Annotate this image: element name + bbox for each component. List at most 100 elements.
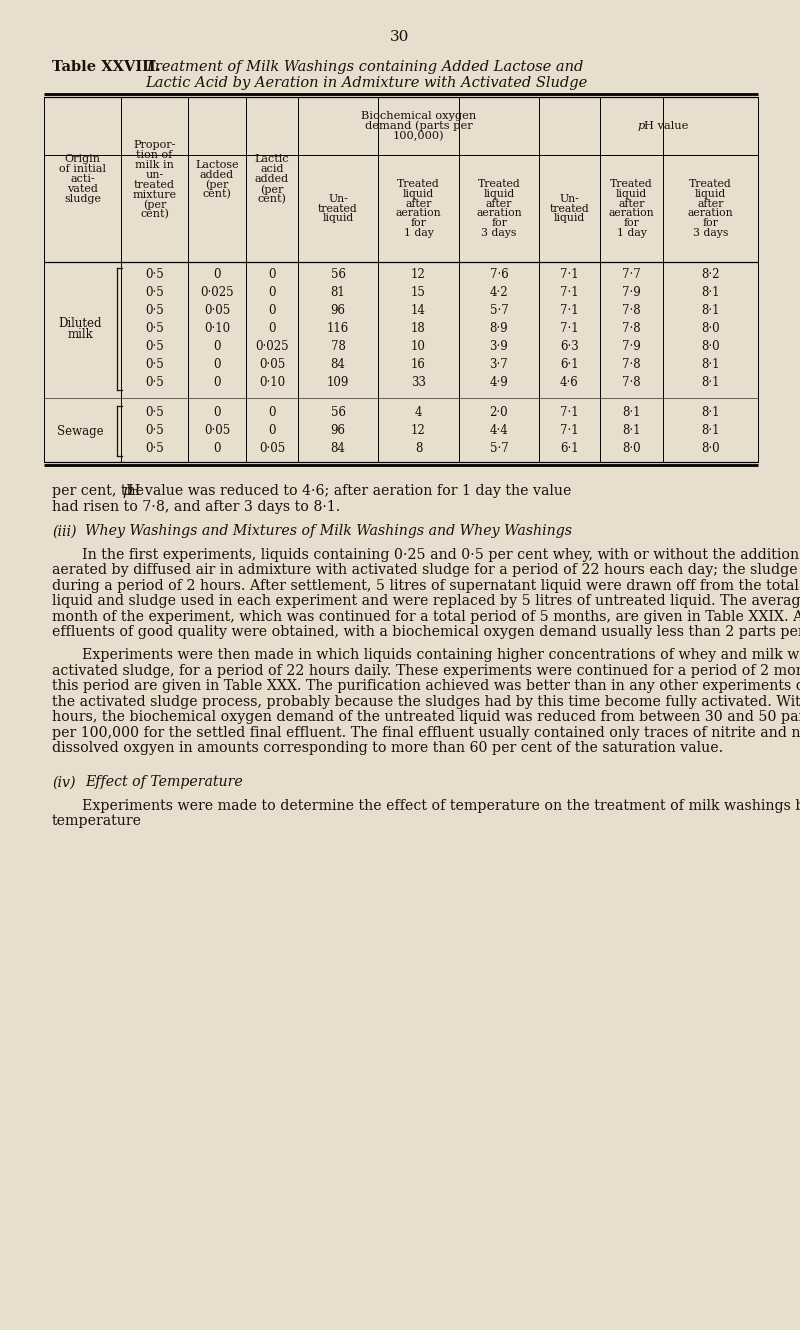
Text: 1 day: 1 day (403, 227, 434, 238)
Text: un-: un- (146, 169, 164, 180)
Text: had risen to 7·8, and after 3 days to 8·1.: had risen to 7·8, and after 3 days to 8·… (52, 500, 340, 513)
Text: 30: 30 (390, 31, 410, 44)
Text: 0·5: 0·5 (145, 305, 164, 318)
Text: vated: vated (67, 185, 98, 194)
Text: Lactose: Lactose (195, 160, 239, 169)
Text: 78: 78 (330, 340, 346, 354)
Text: 8·0: 8·0 (701, 322, 720, 335)
Text: Experiments were made to determine the effect of temperature on the treatment of: Experiments were made to determine the e… (82, 798, 800, 813)
Text: 81: 81 (330, 286, 346, 299)
Text: treated: treated (550, 203, 590, 214)
Text: 15: 15 (411, 286, 426, 299)
Text: 7·1: 7·1 (560, 269, 579, 282)
Text: 0·5: 0·5 (145, 269, 164, 282)
Text: 0·10: 0·10 (259, 376, 285, 390)
Text: 7·9: 7·9 (622, 340, 641, 354)
Text: cent): cent) (258, 194, 286, 205)
Text: added: added (200, 169, 234, 180)
Text: 3 days: 3 days (693, 227, 728, 238)
Text: 6·3: 6·3 (560, 340, 579, 354)
Text: aeration: aeration (688, 209, 734, 218)
Text: Treatment of Milk Washings containing Added Lactose and: Treatment of Milk Washings containing Ad… (145, 60, 583, 74)
Text: 7·6: 7·6 (490, 269, 508, 282)
Text: milk in: milk in (135, 160, 174, 169)
Text: 8·1: 8·1 (622, 424, 641, 438)
Text: Experiments were then made in which liquids containing higher concentrations of : Experiments were then made in which liqu… (82, 648, 800, 662)
Text: 0: 0 (268, 269, 276, 282)
Text: for: for (410, 218, 426, 229)
Text: 4: 4 (414, 407, 422, 419)
Text: sludge: sludge (64, 194, 101, 205)
Text: liquid: liquid (483, 189, 514, 200)
Text: 0·5: 0·5 (145, 443, 164, 455)
Text: liquid: liquid (403, 189, 434, 200)
Text: (iv): (iv) (52, 775, 75, 790)
Text: per 100,000 for the settled final effluent. The final effluent usually contained: per 100,000 for the settled final efflue… (52, 726, 800, 739)
Text: 0: 0 (214, 359, 221, 371)
Text: 56: 56 (330, 269, 346, 282)
Text: 5·7: 5·7 (490, 443, 508, 455)
Text: 3·9: 3·9 (490, 340, 508, 354)
Text: Biochemical oxygen: Biochemical oxygen (361, 110, 476, 121)
Text: 16: 16 (411, 359, 426, 371)
Text: (per: (per (260, 185, 284, 194)
Text: 0: 0 (268, 424, 276, 438)
Text: 7·8: 7·8 (622, 305, 641, 318)
Text: 0·05: 0·05 (204, 305, 230, 318)
Text: 8·1: 8·1 (622, 407, 641, 419)
Text: 0·5: 0·5 (145, 359, 164, 371)
Text: 0·5: 0·5 (145, 376, 164, 390)
Text: aeration: aeration (476, 209, 522, 218)
Text: after: after (486, 198, 512, 209)
Text: liquid: liquid (322, 213, 354, 223)
Text: 7·1: 7·1 (560, 322, 579, 335)
Text: Un-: Un- (328, 194, 348, 203)
Text: of initial: of initial (59, 165, 106, 174)
Text: milk: milk (68, 329, 94, 340)
Text: Origin: Origin (65, 154, 101, 165)
Text: Diluted: Diluted (58, 317, 102, 330)
Text: Treated: Treated (689, 180, 732, 189)
Text: 8·1: 8·1 (702, 286, 720, 299)
Text: 0: 0 (214, 340, 221, 354)
Text: acti-: acti- (70, 174, 95, 185)
Text: cent): cent) (140, 209, 169, 219)
Text: 0: 0 (268, 407, 276, 419)
Text: 0: 0 (214, 376, 221, 390)
Text: liquid and sludge used in each experiment and were replaced by 5 litres of untre: liquid and sludge used in each experimen… (52, 595, 800, 608)
Text: treated: treated (134, 180, 175, 189)
Text: dissolved oxgyen in amounts corresponding to more than 60 per cent of the satura: dissolved oxgyen in amounts correspondin… (52, 741, 723, 755)
Text: 0·05: 0·05 (204, 424, 230, 438)
Text: 8·0: 8·0 (701, 340, 720, 354)
Text: after: after (698, 198, 724, 209)
Text: 0: 0 (214, 443, 221, 455)
Text: 8·1: 8·1 (702, 424, 720, 438)
Text: temperature: temperature (52, 814, 142, 829)
Text: 0: 0 (214, 407, 221, 419)
Text: Treated: Treated (610, 180, 653, 189)
Text: Whey Washings and Mixtures of Milk Washings and Whey Washings: Whey Washings and Mixtures of Milk Washi… (85, 524, 572, 539)
Text: 3 days: 3 days (482, 227, 517, 238)
Text: 4·6: 4·6 (560, 376, 579, 390)
Text: 7·8: 7·8 (622, 359, 641, 371)
Text: during a period of 2 hours. After settlement, 5 litres of supernatant liquid wer: during a period of 2 hours. After settle… (52, 579, 800, 593)
Text: 0: 0 (268, 286, 276, 299)
Text: 4·9: 4·9 (490, 376, 508, 390)
Text: 100,000): 100,000) (393, 132, 444, 141)
Text: 96: 96 (330, 424, 346, 438)
Text: 8·1: 8·1 (702, 359, 720, 371)
Text: 3·7: 3·7 (490, 359, 508, 371)
Text: 116: 116 (327, 322, 349, 335)
Text: aerated by diffused air in admixture with activated sludge for a period of 22 ho: aerated by diffused air in admixture wit… (52, 563, 800, 577)
Text: 0·10: 0·10 (204, 322, 230, 335)
Text: Propor-: Propor- (134, 140, 176, 149)
Text: after: after (406, 198, 432, 209)
Text: In the first experiments, liquids containing 0·25 and 0·5 per cent whey, with or: In the first experiments, liquids contai… (82, 548, 800, 561)
Text: 84: 84 (330, 443, 346, 455)
Text: 0·5: 0·5 (145, 424, 164, 438)
Text: 0·5: 0·5 (145, 340, 164, 354)
Text: 84: 84 (330, 359, 346, 371)
Text: per cent, the: per cent, the (52, 484, 149, 497)
Text: H value was reduced to 4·6; after aeration for 1 day the value: H value was reduced to 4·6; after aerati… (128, 484, 571, 497)
Text: 6·1: 6·1 (560, 359, 579, 371)
